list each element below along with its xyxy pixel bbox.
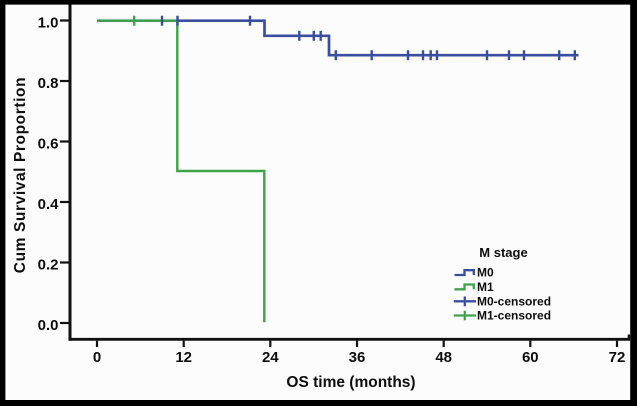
- svg-text:M1-censored: M1-censored: [477, 309, 551, 323]
- svg-text:0.6: 0.6: [38, 135, 59, 152]
- svg-text:Cum Survival Proportion: Cum Survival Proportion: [12, 77, 29, 273]
- svg-text:36: 36: [349, 349, 366, 366]
- svg-text:0.8: 0.8: [38, 75, 59, 92]
- svg-text:48: 48: [435, 349, 452, 366]
- svg-text:M stage: M stage: [479, 245, 527, 260]
- svg-text:0.4: 0.4: [38, 196, 60, 213]
- svg-text:M0-censored: M0-censored: [477, 294, 551, 308]
- svg-text:M0: M0: [477, 266, 494, 280]
- svg-text:M1: M1: [477, 280, 494, 294]
- svg-text:12: 12: [175, 349, 192, 366]
- svg-text:0.0: 0.0: [38, 317, 59, 334]
- svg-text:60: 60: [522, 349, 539, 366]
- svg-text:0: 0: [93, 349, 101, 366]
- svg-text:0.2: 0.2: [38, 256, 59, 273]
- svg-text:OS time (months): OS time (months): [286, 374, 415, 391]
- svg-text:1.0: 1.0: [38, 14, 59, 31]
- svg-text:24: 24: [262, 349, 279, 366]
- svg-text:72: 72: [609, 349, 626, 366]
